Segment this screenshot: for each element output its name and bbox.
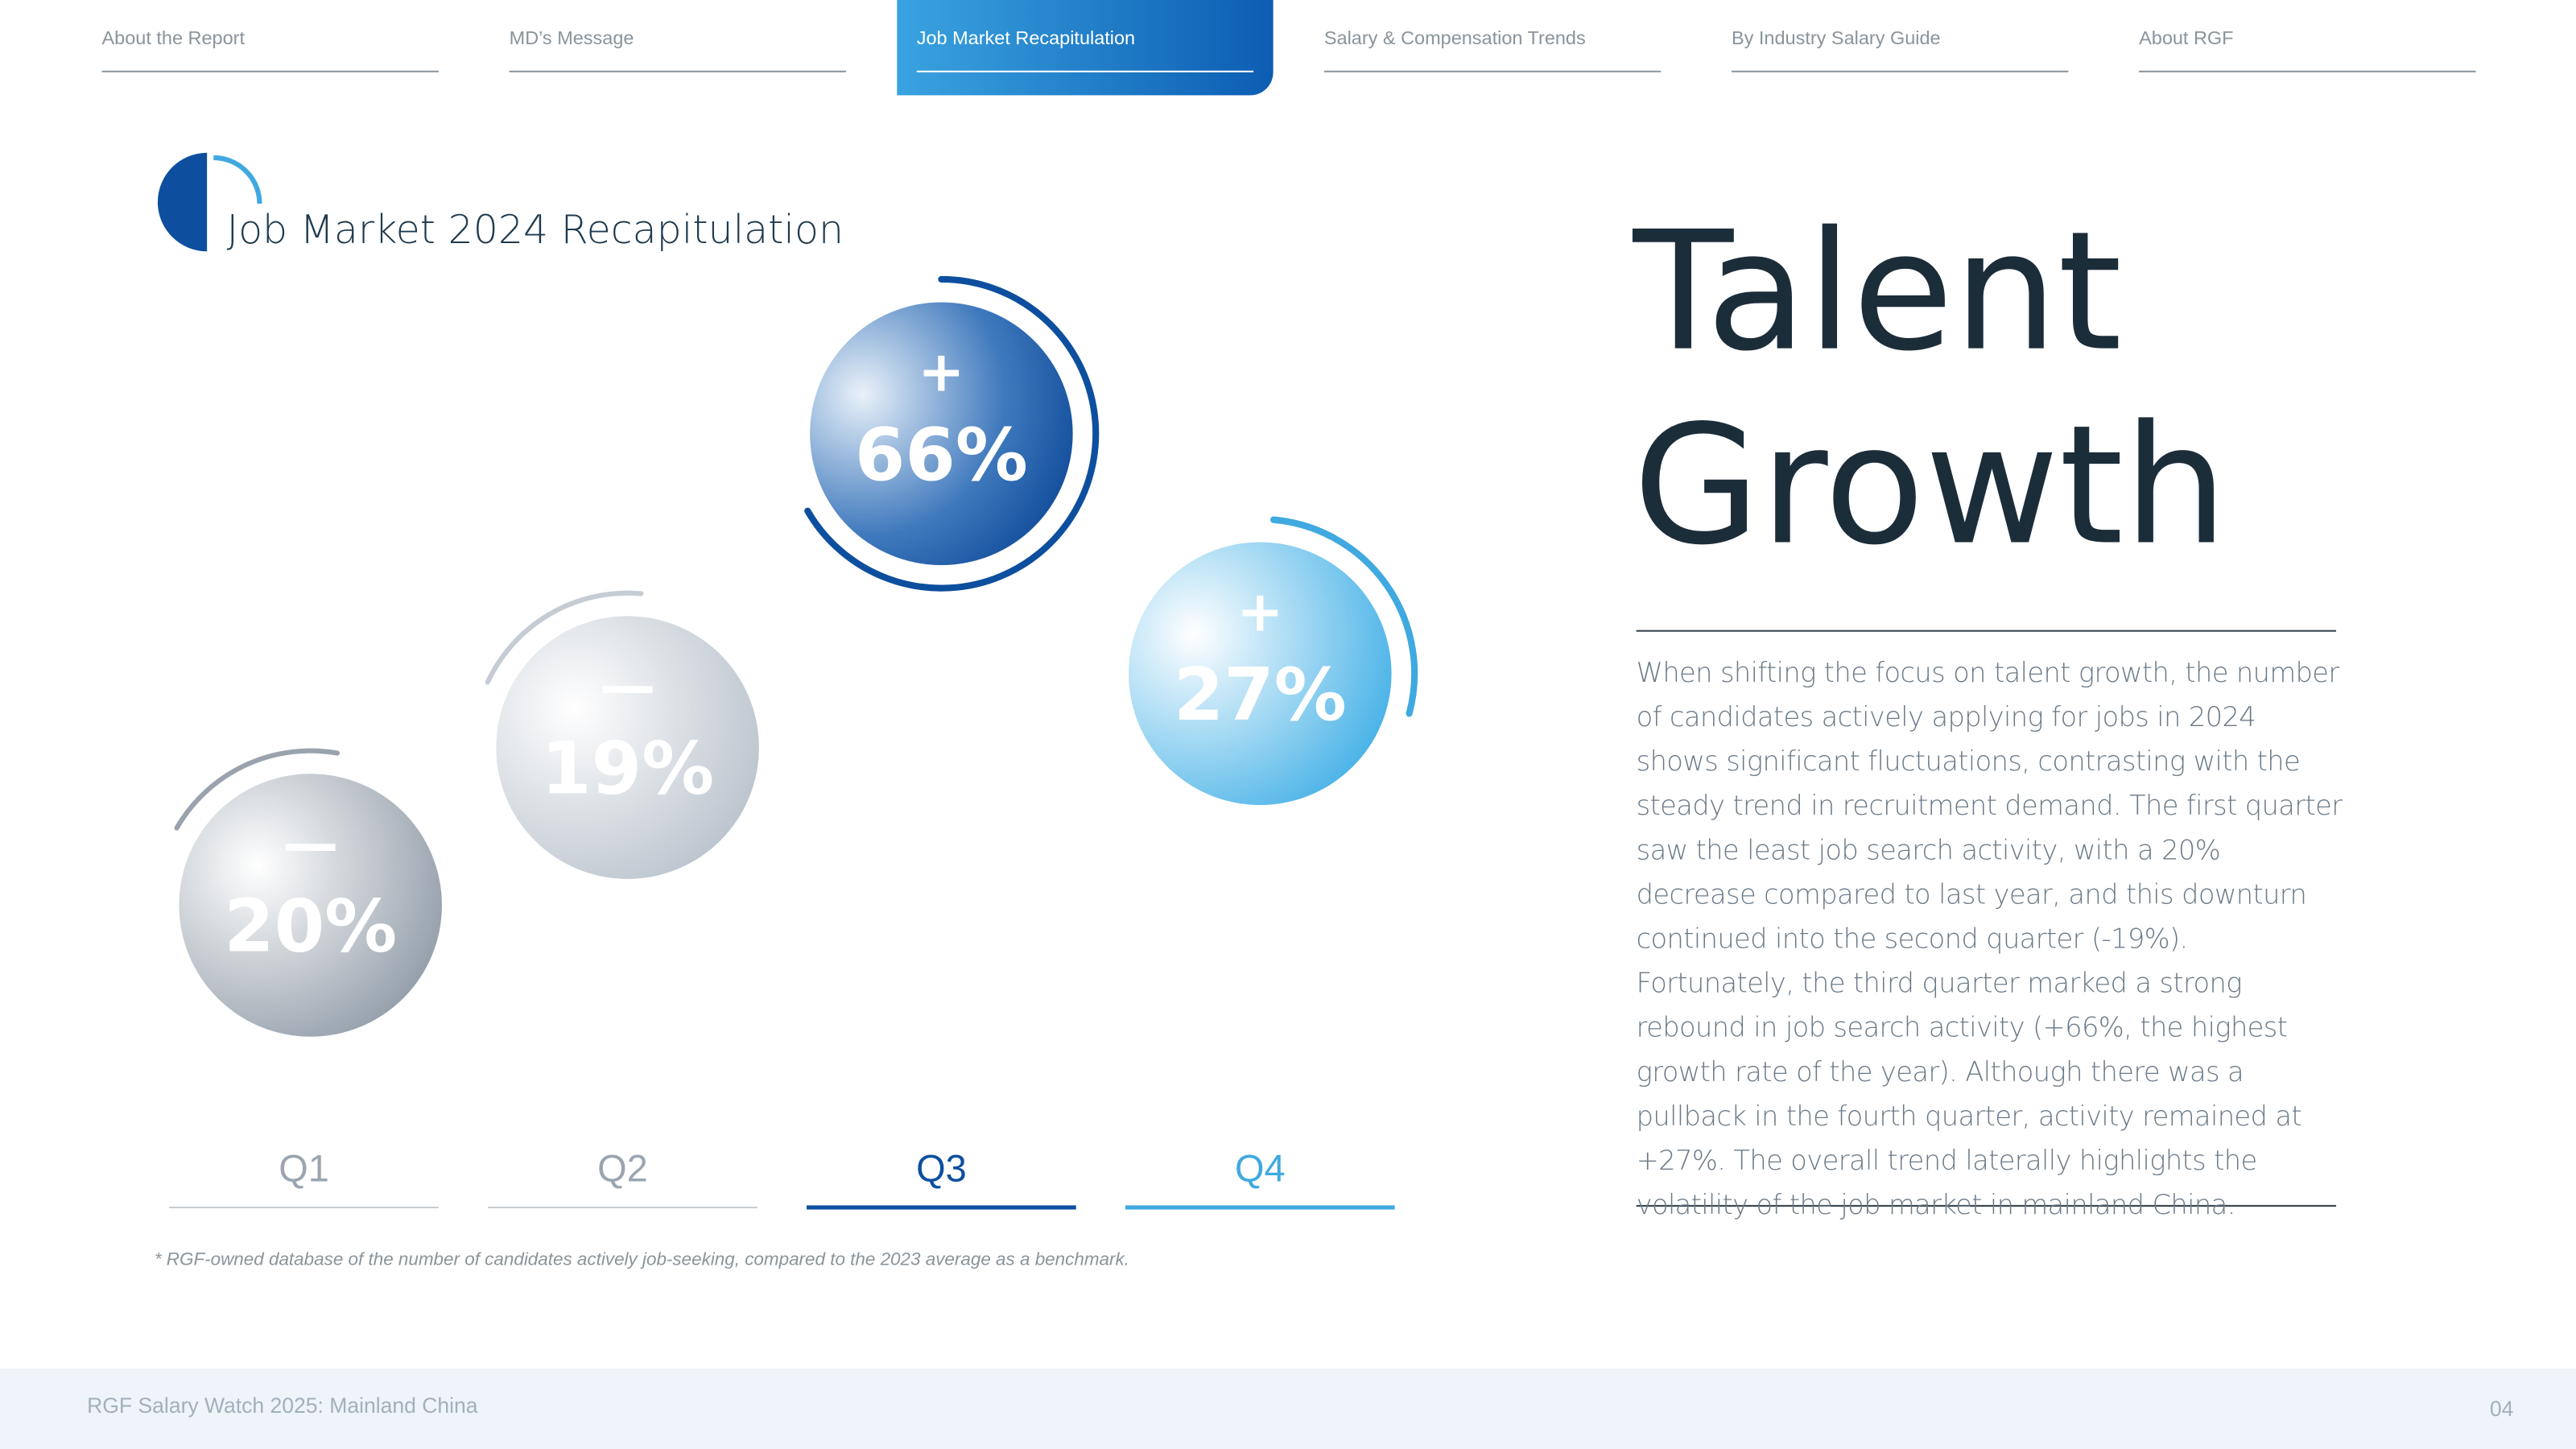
heading-line: Growth — [1633, 390, 2228, 581]
bubble-arc — [485, 590, 644, 685]
logo-arc — [213, 155, 262, 204]
bubble-value: 20% — [224, 886, 397, 969]
bubble-arc — [804, 275, 1100, 592]
nav-item[interactable]: Job Market Recapitulation — [916, 30, 1254, 72]
bubble-sign: — — [600, 654, 655, 719]
footer-title: RGF Salary Watch 2025: Mainland China — [87, 1393, 478, 1418]
bubble-value: 19% — [541, 728, 714, 811]
nav-item[interactable]: Salary & Compensation Trends — [1323, 30, 1662, 72]
bubble-sign: — — [283, 811, 338, 876]
footer-bar — [0, 1368, 2576, 1449]
bubble-arc — [174, 748, 341, 831]
nav-item[interactable]: About RGF — [2139, 30, 2476, 72]
bubble-arc — [1269, 516, 1418, 717]
bubble-sign: + — [918, 341, 964, 405]
section-title: Job Market 2024 Recapitulation — [227, 207, 844, 253]
nav-item[interactable]: About the Report — [101, 30, 439, 72]
page-number: 04 — [2490, 1397, 2513, 1421]
bubble — [1129, 542, 1392, 805]
bubble-sign: + — [1236, 580, 1283, 645]
logo-half — [157, 152, 208, 252]
quarter-label: Q2 — [597, 1147, 648, 1189]
quarter-label: Q1 — [279, 1147, 329, 1189]
paragraph: When shifting the focus on talent growth… — [1636, 657, 2343, 1221]
nav-item[interactable]: By Industry Salary Guide — [1732, 30, 2069, 72]
footnote: * RGF-owned database of the number of ca… — [155, 1249, 1129, 1269]
heading-line: Talent — [1633, 197, 2123, 388]
bubble — [496, 616, 759, 879]
quarter-label: Q3 — [916, 1147, 967, 1189]
nav-item[interactable]: MD’s Message — [509, 30, 847, 72]
bubble-value: 66% — [855, 414, 1028, 497]
bubble-value: 27% — [1174, 654, 1347, 737]
bubble — [179, 774, 442, 1037]
quarter-label: Q4 — [1235, 1147, 1286, 1189]
bubble — [810, 302, 1073, 566]
